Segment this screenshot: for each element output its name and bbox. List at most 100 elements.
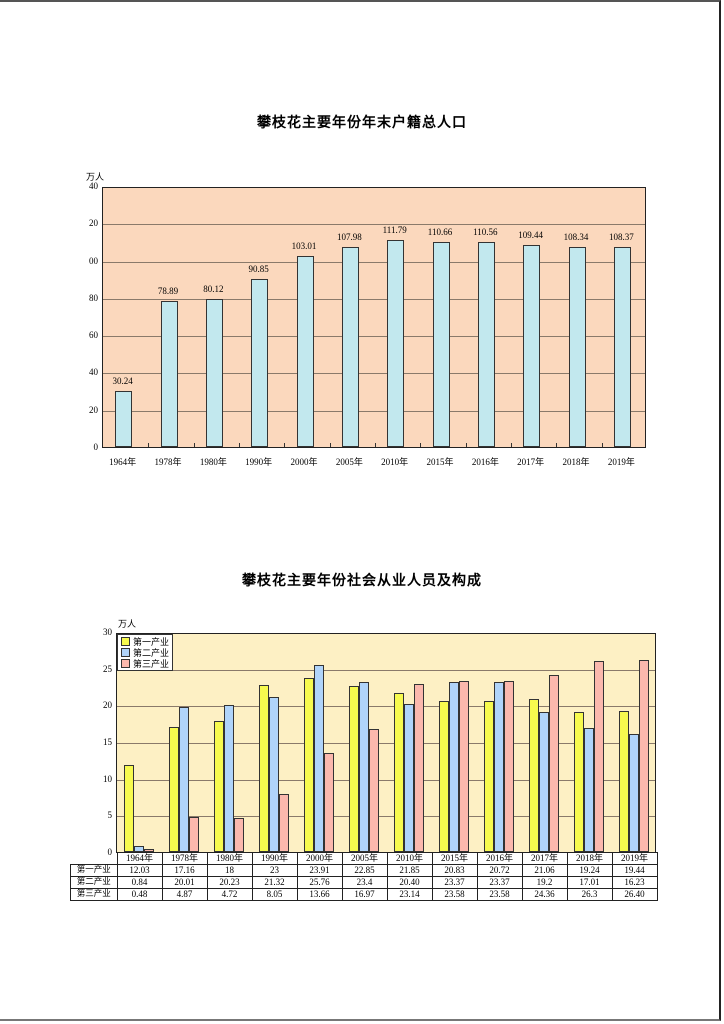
y-tick-label: 15	[103, 737, 112, 747]
bar	[568, 246, 586, 447]
y-tick-label: 10	[103, 773, 112, 784]
table-column-header: 2018年	[566, 852, 613, 865]
bar-value-label: 90.85	[248, 263, 269, 274]
bar-series-3	[594, 660, 604, 852]
table-column-header: 1964年	[116, 852, 163, 865]
bar-series-3	[414, 683, 424, 852]
gridline	[117, 779, 655, 781]
bar-series-1	[439, 700, 449, 852]
bar-series-2	[449, 682, 459, 852]
bar-series-1	[214, 721, 224, 852]
bar	[523, 244, 541, 447]
bar-series-2	[494, 682, 504, 852]
bar-value-label: 108.34	[563, 231, 589, 242]
bar-series-3	[279, 793, 289, 852]
x-tick-label: 2005年	[335, 457, 363, 467]
table-column-header: 2017年	[521, 852, 568, 865]
bar-series-3	[459, 680, 469, 852]
bar-series-1	[574, 712, 584, 852]
bar	[387, 240, 405, 447]
bar	[205, 298, 223, 447]
x-tick	[375, 443, 376, 447]
bar-value-label: 110.66	[427, 227, 453, 238]
table-cell: 21.06	[521, 864, 568, 877]
table-column-header: 2000年	[296, 852, 343, 865]
bar	[477, 242, 495, 447]
legend-label: 第二产业	[133, 649, 170, 659]
table-row-header: 第三产业	[70, 888, 118, 901]
table-cell: 8.05	[251, 888, 298, 901]
bar-series-1	[529, 698, 539, 852]
table-row-header: 第二产业	[70, 876, 118, 889]
bar-value-label: 107.98	[336, 232, 362, 243]
y-tick-label: 0	[107, 847, 113, 857]
table-cell: 21.32	[251, 876, 298, 889]
y-tick-label: 80	[89, 292, 98, 303]
chart2-plot-area: 第一产业 第二产业 第三产业	[116, 633, 656, 853]
bar-value-label: 108.37	[608, 231, 634, 242]
table-cell: 16.23	[611, 876, 658, 889]
x-tick	[556, 443, 558, 447]
table-column-header: 2015年	[431, 852, 478, 865]
gridline	[103, 224, 645, 226]
bar-series-2	[224, 705, 234, 852]
table-cell: 20.01	[161, 876, 208, 889]
bar-series-2	[314, 664, 324, 852]
table-cell: 23.91	[296, 864, 343, 877]
x-tick	[601, 443, 603, 447]
table-cell: 20.40	[386, 876, 433, 889]
table-cell: 20.72	[476, 864, 523, 877]
bar-series-2	[584, 728, 594, 852]
table-cell: 13.66	[296, 888, 343, 901]
table-cell: 19.2	[521, 876, 568, 889]
x-tick	[329, 443, 331, 447]
bar-series-3	[504, 680, 514, 852]
bar-series-3	[234, 817, 244, 852]
table-cell: 24.36	[521, 888, 568, 901]
x-tick-label: 1964年	[109, 457, 137, 467]
bar-value-label: 111.79	[382, 225, 407, 236]
y-tick-label: 40	[89, 181, 98, 191]
bar-value-label: 30.24	[112, 376, 133, 387]
gridline	[103, 298, 645, 300]
table-column-header: 1980年	[206, 852, 253, 865]
table-cell: 4.72	[206, 888, 253, 901]
bar-value-label: 109.44	[518, 229, 544, 240]
table-cell: 18	[206, 864, 253, 877]
table-column-header: 2019年	[611, 852, 658, 865]
bar-series-1	[259, 684, 269, 852]
bar-series-3	[144, 848, 154, 852]
table-cell: 23	[251, 864, 298, 877]
table-column-header: 1978年	[161, 852, 208, 865]
legend-swatch-primary	[121, 637, 130, 646]
x-tick	[193, 443, 195, 447]
x-tick	[511, 443, 512, 447]
bar-series-2	[134, 845, 144, 852]
chart1-plot-area	[102, 187, 646, 448]
bar-series-1	[169, 727, 179, 852]
bar-series-1	[304, 678, 314, 852]
bar-series-2	[629, 734, 639, 852]
table-cell: 26.40	[611, 888, 658, 901]
table-row: 第二产业 0.84 20.01 20.23 21.32 25.76 23.4 20.40 23.…	[70, 876, 658, 889]
bar-series-2	[539, 712, 549, 852]
x-tick	[148, 443, 150, 447]
y-tick-label: 40	[89, 367, 98, 378]
y-tick-label: 25	[103, 663, 112, 674]
bar-series-1	[124, 764, 134, 852]
y-tick-label: 5	[107, 810, 113, 821]
bar-series-3	[189, 816, 199, 852]
table-cell: 23.14	[386, 888, 433, 901]
table-cell: 26.3	[566, 888, 613, 901]
bar-series-3	[549, 674, 559, 852]
chart2-legend: 第一产业 第二产业 第三产业	[117, 634, 174, 671]
x-tick	[465, 443, 467, 447]
y-tick-label: 20	[103, 700, 112, 711]
x-tick-label: 2017年	[517, 457, 545, 467]
table-cell: 17.01	[566, 876, 613, 889]
x-tick-label: 1980年	[199, 457, 227, 467]
bar	[115, 391, 133, 447]
gridline	[117, 743, 655, 744]
table-column-header: 2010年	[386, 852, 433, 865]
table-cell: 17.16	[161, 864, 208, 877]
